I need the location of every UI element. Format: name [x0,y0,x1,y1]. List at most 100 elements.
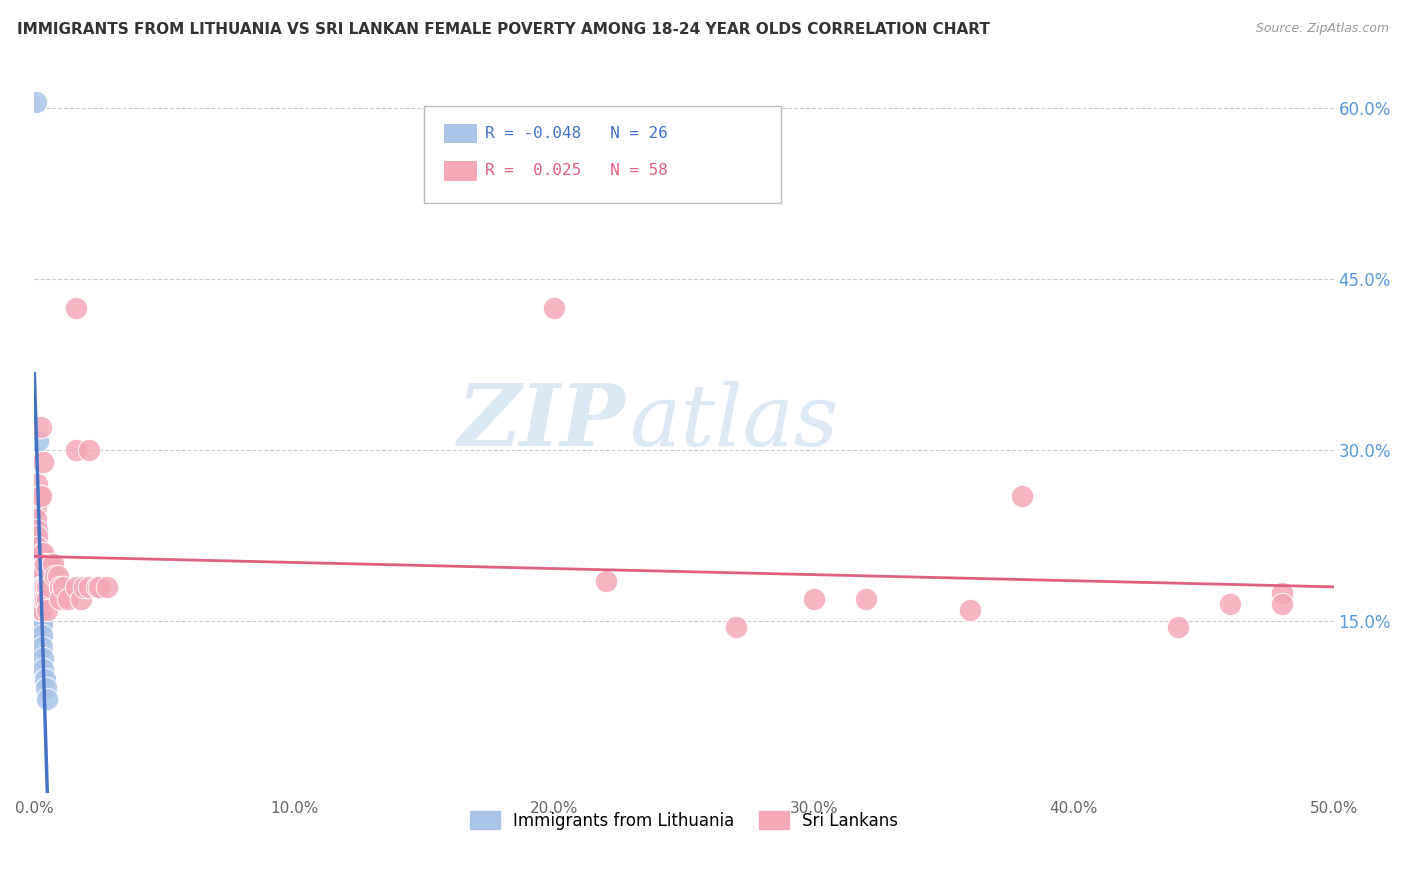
Point [34,580,56,594]
Point [56,591,79,606]
Point [28,568,51,582]
Point [595,574,617,589]
Text: IMMIGRANTS FROM LITHUANIA VS SRI LANKAN FEMALE POVERTY AMONG 18-24 YEAR OLDS COR: IMMIGRANTS FROM LITHUANIA VS SRI LANKAN … [17,22,990,37]
Point [959,603,981,617]
Point [30,608,52,623]
Point [46,568,69,582]
Point [30,597,52,611]
Point [28,489,51,503]
Point [65,580,87,594]
Point [27,540,49,554]
Point [41,558,63,572]
Point [32,546,55,560]
Point [31,628,53,642]
Point [30,420,52,434]
Point [1271,597,1294,611]
Point [31,616,53,631]
Point [37,591,59,606]
Point [27,529,49,543]
Point [73,580,96,594]
Point [28,568,51,582]
FancyBboxPatch shape [444,161,478,180]
Point [52,580,75,594]
Point [28,580,51,594]
Point [28,574,51,589]
FancyBboxPatch shape [425,106,782,202]
Point [30,580,52,594]
Point [28,568,51,582]
Point [30,597,52,611]
Point [35,681,58,695]
Point [39,558,62,572]
Point [30,489,52,503]
Point [803,591,825,606]
Point [30,586,52,600]
Point [96,580,118,594]
Point [70,591,93,606]
Point [49,580,72,594]
Point [27,551,49,566]
Point [34,672,56,686]
Point [28,558,51,572]
Point [25,511,48,525]
Point [1219,597,1241,611]
Point [30,608,52,623]
Point [27,534,49,549]
Point [28,558,51,572]
Text: Source: ZipAtlas.com: Source: ZipAtlas.com [1256,22,1389,36]
Point [25,500,48,515]
Point [37,692,59,706]
Text: R =  0.025   N = 58: R = 0.025 N = 58 [485,163,668,178]
Text: R = -0.048   N = 26: R = -0.048 N = 26 [485,127,668,141]
Point [31,546,53,560]
Point [1011,489,1033,503]
Point [31,580,53,594]
Point [31,591,53,606]
Point [27,586,49,600]
Point [28,603,51,617]
Point [30,558,52,572]
Point [39,580,62,594]
Point [31,640,53,654]
Point [30,563,52,577]
Legend: Immigrants from Lithuania, Sri Lankans: Immigrants from Lithuania, Sri Lankans [463,805,905,837]
Point [27,574,49,589]
Point [28,591,51,606]
Point [25,523,48,537]
Point [49,591,72,606]
Point [34,591,56,606]
Point [30,620,52,634]
Point [30,574,52,589]
Point [32,455,55,469]
Point [65,301,87,315]
Point [77,580,100,594]
Point [44,568,66,582]
Point [32,591,55,606]
Text: atlas: atlas [630,380,838,463]
Point [34,558,56,572]
Point [855,591,877,606]
Point [25,95,48,109]
Point [25,534,48,549]
Point [89,580,111,594]
Point [37,603,59,617]
Point [30,568,52,582]
Point [32,662,55,676]
Point [28,546,51,560]
Point [32,580,55,594]
FancyBboxPatch shape [444,124,478,144]
Point [37,580,59,594]
Point [39,568,62,582]
Point [543,301,565,315]
Point [27,434,49,448]
Point [724,620,747,634]
Point [77,443,100,458]
Text: ZIP: ZIP [458,380,626,464]
Point [31,603,53,617]
Point [32,651,55,665]
Point [1271,586,1294,600]
Point [28,558,51,572]
Point [65,443,87,458]
Point [27,563,49,577]
Point [1167,620,1189,634]
